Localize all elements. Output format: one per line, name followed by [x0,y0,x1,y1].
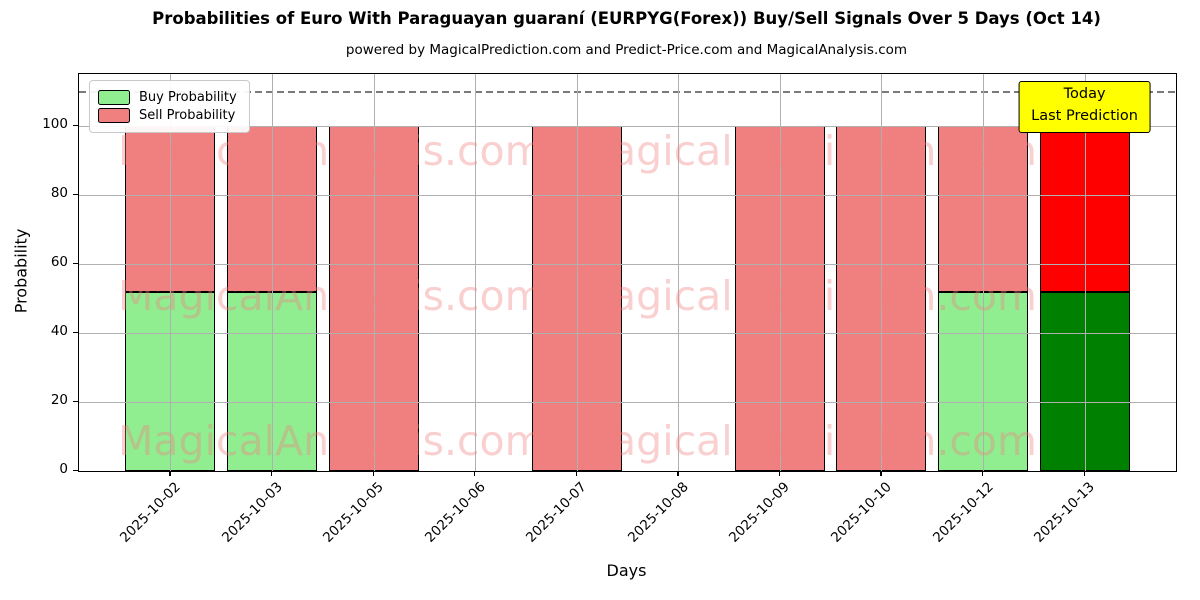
legend-swatch-0 [98,90,130,105]
h-gridline-60 [79,263,1176,265]
grid-layer [79,74,1176,471]
h-gridline-80 [79,194,1176,196]
legend-item-1: Sell Probability [98,108,237,123]
y-tick-mark [73,262,78,265]
v-gridline-2025-10-07 [576,74,578,471]
x-tick-mark [982,471,984,476]
x-tick-mark [677,471,679,476]
threshold-dashed-line [79,91,1176,93]
legend-label-0: Buy Probability [139,90,237,105]
legend: Buy Probability Sell Probability [89,80,250,133]
x-tick-label-text: 2025-10-05 [320,479,387,546]
y-tick-mark [73,470,78,472]
v-gridline-2025-10-13 [1084,74,1086,471]
x-tick-label-text: 2025-10-10 [827,479,895,546]
y-tick-label-20: 20 [50,391,68,408]
v-gridline-2025-10-08 [678,74,680,471]
v-gridline-2025-10-06 [475,74,477,471]
h-gridline-40 [79,332,1176,334]
v-gridline-2025-10-03 [271,74,273,471]
y-tick-label-0: 0 [59,461,68,477]
v-gridline-2025-10-05 [373,74,375,471]
x-tick-mark [575,471,577,476]
v-gridline-2025-10-09 [779,74,781,471]
x-tick-label-text: 2025-10-13 [1031,479,1098,546]
h-gridline-100 [79,125,1176,127]
h-gridline-20 [79,401,1176,403]
chart-subtitle: powered by MagicalPrediction.com and Pre… [345,42,908,58]
today-annotation-line2: Last Prediction [1031,107,1139,124]
y-tick-mark [73,400,78,403]
x-tick-mark [372,471,374,476]
plot-area: MagicalAnalysis.com MagicalPrediction.com… [78,73,1177,472]
y-tick-mark [73,193,78,196]
y-tick-label-60: 60 [50,253,68,270]
y-tick-label-80: 80 [50,184,68,201]
x-tick-mark [778,471,781,476]
x-tick-label-text: 2025-10-12 [929,479,997,546]
x-tick-mark [270,471,273,476]
y-tick-mark [73,124,78,127]
today-annotation: Today Last Prediction [1018,81,1152,133]
v-gridline-2025-10-10 [881,74,883,471]
legend-item-0: Buy Probability [98,90,237,105]
x-tick-label-text: 2025-10-03 [218,479,286,546]
x-tick-label-text: 2025-10-09 [726,479,794,546]
x-tick-label-text: 2025-10-06 [421,479,489,546]
y-tick-mark [73,331,78,334]
y-axis-label: Probability [11,228,31,314]
legend-label-1: Sell Probability [139,108,236,123]
x-tick-label-text: 2025-10-07 [523,479,591,546]
y-tick-label-40: 40 [50,322,68,339]
overlay-layer: Buy Probability Sell Probability Today La… [79,74,1176,471]
legend-swatch-1 [98,108,130,123]
x-axis-label: Days [606,561,647,580]
x-tick-mark [880,471,882,476]
chart-title: Probabilities of Euro With Paraguayan gu… [152,9,1101,28]
x-tick-mark [1083,471,1085,476]
today-annotation-line1: Today [1063,86,1106,102]
v-gridline-2025-10-02 [170,74,172,471]
x-tick-label-text: 2025-10-02 [116,479,184,546]
x-tick-label-text: 2025-10-08 [624,479,692,546]
y-tick-label-100: 100 [42,115,68,132]
x-tick-mark [474,471,476,476]
x-tick-mark [169,471,171,476]
v-gridline-2025-10-12 [983,74,984,471]
